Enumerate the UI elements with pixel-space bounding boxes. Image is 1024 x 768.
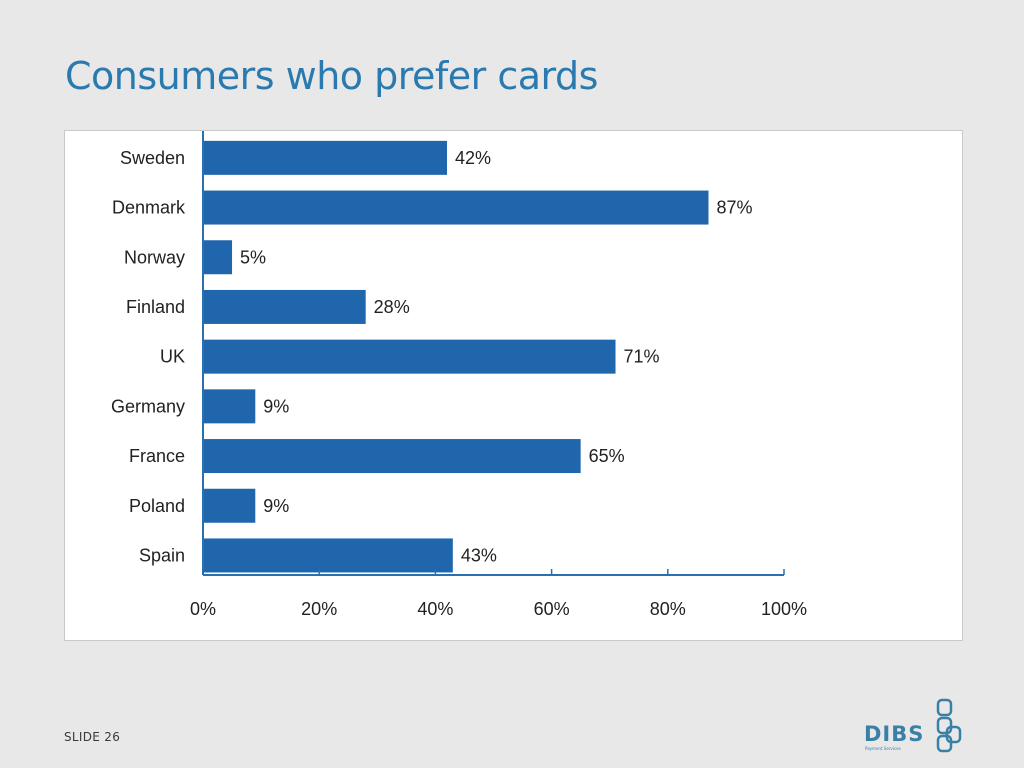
data-label: 87% — [716, 198, 752, 218]
data-label: 71% — [624, 347, 660, 367]
category-label: Sweden — [120, 148, 185, 168]
bar-denmark — [203, 190, 709, 225]
bar-france — [203, 439, 581, 474]
x-tick-label: 20% — [301, 599, 337, 619]
dibs-logo: DIBS Payment Services — [864, 698, 962, 753]
category-label: Germany — [111, 396, 185, 416]
bar-uk — [203, 339, 616, 374]
category-label: France — [129, 446, 185, 466]
logo-chain-link-side — [945, 725, 962, 744]
data-label: 9% — [263, 396, 289, 416]
bar-finland — [203, 289, 366, 324]
category-label: UK — [160, 347, 185, 367]
data-label: 9% — [263, 496, 289, 516]
logo-wordmark: DIBS — [864, 722, 924, 746]
data-label: 42% — [455, 148, 491, 168]
bar-poland — [203, 488, 256, 523]
logo-chain-link-bottom — [936, 734, 953, 753]
slide-number: SLIDE 26 — [64, 730, 121, 744]
logo-chain-link-middle — [936, 716, 953, 735]
data-label: 43% — [461, 545, 497, 565]
category-label: Finland — [126, 297, 185, 317]
bar-spain — [203, 538, 453, 573]
x-tick-label: 100% — [761, 599, 807, 619]
x-tick-label: 80% — [650, 599, 686, 619]
category-label: Spain — [139, 545, 185, 565]
chart-svg: Sweden 42% Denmark 87% Norway 5% Finland 28% UK 7… — [111, 131, 807, 619]
bar-germany — [203, 389, 256, 424]
data-label: 5% — [240, 247, 266, 267]
bar-sweden — [203, 140, 448, 175]
x-tick-label: 60% — [534, 599, 570, 619]
data-label: 65% — [589, 446, 625, 466]
category-label: Norway — [124, 247, 185, 267]
bar-norway — [203, 240, 233, 275]
logo-chain-link-top — [936, 698, 953, 717]
slide-title: Consumers who prefer cards — [65, 54, 598, 98]
x-tick-label: 0% — [190, 599, 216, 619]
logo-subtext: Payment Services — [865, 746, 901, 751]
category-label: Poland — [129, 496, 185, 516]
category-label: Denmark — [112, 198, 186, 218]
bar-chart: Sweden 42% Denmark 87% Norway 5% Finland 28% UK 7… — [64, 130, 963, 641]
data-label: 28% — [374, 297, 410, 317]
x-tick-label: 40% — [417, 599, 453, 619]
